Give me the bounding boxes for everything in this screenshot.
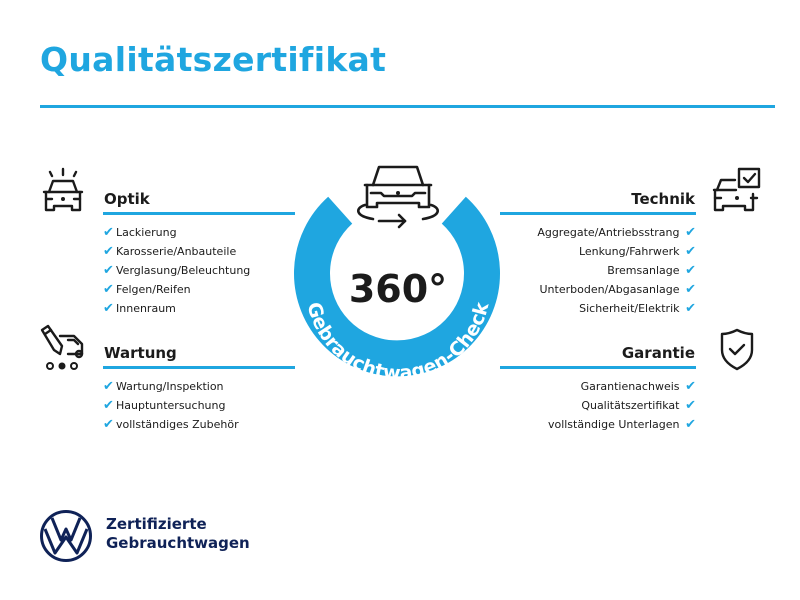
check-icon: ✔ xyxy=(685,398,696,413)
list-item: ✔ Innenraum xyxy=(103,301,176,316)
list-item: ✔ Hauptuntersuchung xyxy=(103,398,226,413)
section-title: Wartung xyxy=(104,344,177,362)
check-icon: ✔ xyxy=(685,379,696,394)
ring xyxy=(294,196,500,377)
check-icon: ✔ xyxy=(103,244,114,259)
check-icon: ✔ xyxy=(103,301,114,316)
section-title: Technik xyxy=(631,190,695,208)
section-optik: Optik ✔ Lackierung ✔ Karosserie/Anbauteile… xyxy=(103,188,295,318)
check-icon: ✔ xyxy=(103,398,114,413)
check-icon: ✔ xyxy=(685,282,696,297)
list-item: ✔ Felgen/Reifen xyxy=(103,282,191,297)
360-label: 360° xyxy=(349,267,447,311)
section-garantie: Garantie Garantienachweis ✔ Qualitätszer… xyxy=(500,342,696,434)
check-icon: ✔ xyxy=(685,301,696,316)
section-title: Optik xyxy=(104,190,150,208)
service-truck-icon xyxy=(40,324,84,370)
list-item: ✔ Lackierung xyxy=(103,225,177,240)
check-icon: ✔ xyxy=(103,282,114,297)
footer-line-1: Zertifizierte xyxy=(106,515,207,533)
footer-brand-text: Zertifizierte Gebrauchtwagen xyxy=(106,515,250,553)
check-icon: ✔ xyxy=(103,225,114,240)
check-icon: ✔ xyxy=(103,417,114,432)
car-rotate-icon xyxy=(357,165,439,229)
check-icon: ✔ xyxy=(685,417,696,432)
vw-logo xyxy=(40,510,92,562)
check-icon: ✔ xyxy=(685,244,696,259)
section-divider xyxy=(103,366,295,369)
list-item: ✔ Karosserie/Anbauteile xyxy=(103,244,237,259)
section-divider xyxy=(103,212,295,215)
list-item: Garantienachweis ✔ xyxy=(580,379,696,394)
section-technik: Technik Aggregate/Antriebsstrang ✔ Lenku… xyxy=(500,188,696,318)
list-item: Bremsanlage ✔ xyxy=(607,263,696,278)
360-check-badge: 360° Gebrauchtwagen-Check xyxy=(294,165,500,385)
section-wartung: Wartung ✔ Wartung/Inspektion ✔ Hauptunters… xyxy=(103,342,295,434)
check-icon: ✔ xyxy=(103,379,114,394)
list-item: ✔ Verglasung/Beleuchtung xyxy=(103,263,251,278)
list-item: Aggregate/Antriebsstrang ✔ xyxy=(537,225,696,240)
check-icon: ✔ xyxy=(685,263,696,278)
check-icon: ✔ xyxy=(103,263,114,278)
car-lights-icon xyxy=(42,167,84,212)
section-divider xyxy=(500,212,696,215)
title-divider xyxy=(40,105,775,108)
page-title: Qualitätszertifikat xyxy=(40,40,387,79)
list-item: ✔ Wartung/Inspektion xyxy=(103,379,224,394)
check-icon: ✔ xyxy=(685,225,696,240)
list-item: vollständige Unterlagen ✔ xyxy=(547,417,696,432)
shield-check-icon xyxy=(720,328,754,371)
list-item: Qualitätszertifikat ✔ xyxy=(581,398,696,413)
list-item: Sicherheit/Elektrik ✔ xyxy=(579,301,696,316)
section-divider xyxy=(500,366,696,369)
footer-line-2: Gebrauchtwagen xyxy=(106,534,250,552)
section-title: Garantie xyxy=(621,344,695,362)
list-item: Lenkung/Fahrwerk ✔ xyxy=(578,244,696,259)
list-item: Unterboden/Abgasanlage ✔ xyxy=(539,282,697,297)
car-checkbox-icon xyxy=(712,167,761,212)
list-item: ✔ vollständiges Zubehör xyxy=(103,417,239,432)
